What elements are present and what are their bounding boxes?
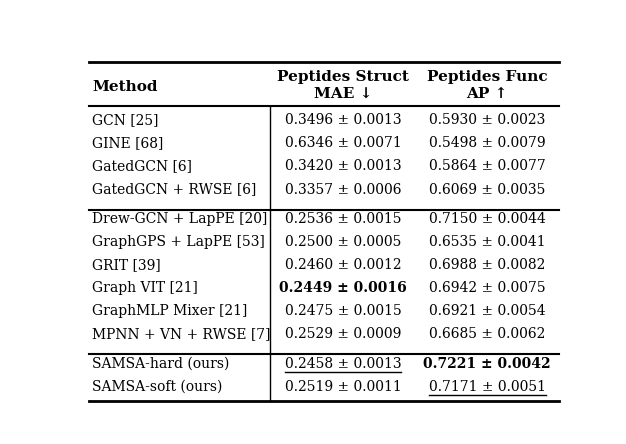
Text: 0.5498 ± 0.0079: 0.5498 ± 0.0079 (429, 136, 545, 151)
Text: 0.6069 ± 0.0035: 0.6069 ± 0.0035 (429, 182, 545, 197)
Text: 0.2458 ± 0.0013: 0.2458 ± 0.0013 (285, 357, 401, 371)
Text: SAMSA-hard (ours): SAMSA-hard (ours) (92, 357, 230, 371)
Text: Drew-GCN + LapPE [20]: Drew-GCN + LapPE [20] (92, 212, 267, 226)
Text: MAE ↓: MAE ↓ (314, 87, 372, 101)
Text: SAMSA-soft (ours): SAMSA-soft (ours) (92, 380, 223, 394)
Text: GraphMLP Mixer [21]: GraphMLP Mixer [21] (92, 304, 247, 318)
Text: GRIT [39]: GRIT [39] (92, 258, 161, 272)
Text: 0.6921 ± 0.0054: 0.6921 ± 0.0054 (429, 304, 545, 318)
Text: 0.2449 ± 0.0016: 0.2449 ± 0.0016 (279, 281, 407, 295)
Text: 0.3496 ± 0.0013: 0.3496 ± 0.0013 (285, 113, 401, 127)
Text: Peptides Struct: Peptides Struct (277, 70, 409, 84)
Text: 0.2536 ± 0.0015: 0.2536 ± 0.0015 (285, 212, 401, 226)
Text: GatedGCN + RWSE [6]: GatedGCN + RWSE [6] (92, 182, 257, 197)
Text: 0.5864 ± 0.0077: 0.5864 ± 0.0077 (429, 159, 545, 174)
Text: 0.2519 ± 0.0011: 0.2519 ± 0.0011 (285, 380, 401, 394)
Text: 0.7150 ± 0.0044: 0.7150 ± 0.0044 (429, 212, 545, 226)
Text: 0.6942 ± 0.0075: 0.6942 ± 0.0075 (429, 281, 545, 295)
Text: GraphGPS + LapPE [53]: GraphGPS + LapPE [53] (92, 235, 265, 249)
Text: MPNN + VN + RWSE [7]: MPNN + VN + RWSE [7] (92, 327, 270, 341)
Text: GINE [68]: GINE [68] (92, 136, 163, 151)
Text: Peptides Func: Peptides Func (427, 70, 547, 84)
Text: GatedGCN [6]: GatedGCN [6] (92, 159, 192, 174)
Text: 0.6346 ± 0.0071: 0.6346 ± 0.0071 (285, 136, 401, 151)
Text: AP ↑: AP ↑ (466, 87, 508, 101)
Text: 0.7171 ± 0.0051: 0.7171 ± 0.0051 (429, 380, 546, 394)
Text: 0.6685 ± 0.0062: 0.6685 ± 0.0062 (429, 327, 545, 341)
Text: GCN [25]: GCN [25] (92, 113, 159, 127)
Text: 0.3357 ± 0.0006: 0.3357 ± 0.0006 (285, 182, 401, 197)
Text: Graph VIT [21]: Graph VIT [21] (92, 281, 198, 295)
Text: 0.6988 ± 0.0082: 0.6988 ± 0.0082 (429, 258, 545, 272)
Text: 0.2460 ± 0.0012: 0.2460 ± 0.0012 (285, 258, 401, 272)
Text: 0.7221 ± 0.0042: 0.7221 ± 0.0042 (423, 357, 551, 371)
Text: 0.2500 ± 0.0005: 0.2500 ± 0.0005 (285, 235, 401, 249)
Text: 0.2529 ± 0.0009: 0.2529 ± 0.0009 (285, 327, 401, 341)
Text: 0.2475 ± 0.0015: 0.2475 ± 0.0015 (285, 304, 401, 318)
Text: 0.6535 ± 0.0041: 0.6535 ± 0.0041 (429, 235, 545, 249)
Text: Method: Method (92, 80, 158, 94)
Text: 0.3420 ± 0.0013: 0.3420 ± 0.0013 (285, 159, 401, 174)
Text: 0.5930 ± 0.0023: 0.5930 ± 0.0023 (429, 113, 545, 127)
